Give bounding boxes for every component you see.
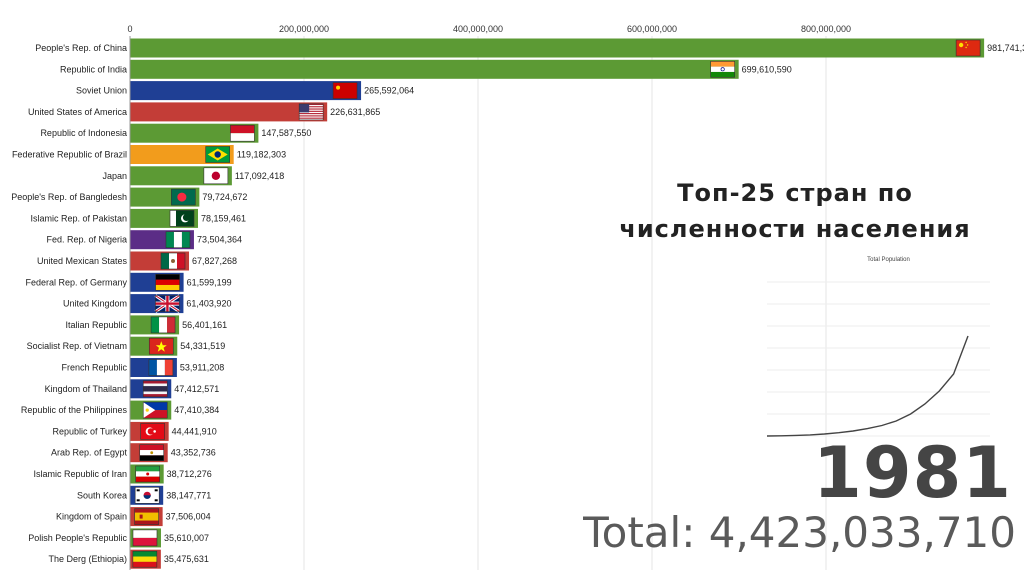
bar (130, 102, 328, 122)
value-label: 44,441,910 (172, 426, 217, 436)
value-label: 61,599,199 (187, 277, 232, 287)
value-label: 53,911,208 (180, 363, 224, 373)
value-label: 54,331,519 (180, 341, 225, 351)
philippines-flag-icon (142, 401, 168, 419)
category-label: The Derg (Ethiopia) (48, 554, 127, 564)
x-tick-label: 200,000,000 (279, 24, 329, 34)
category-label: Republic of Turkey (52, 426, 127, 436)
value-label: 699,610,590 (742, 64, 792, 74)
bar (130, 123, 259, 143)
total-value: 4,423,033,710 (708, 508, 1016, 557)
value-label: 147,587,550 (261, 128, 311, 138)
germany-flag-icon (155, 273, 180, 291)
bangladesh-flag-icon (171, 188, 196, 206)
ethiopia-flag-icon (132, 550, 158, 568)
category-label: Socialist Rep. of Vietnam (27, 341, 127, 351)
category-label: French Republic (61, 363, 127, 373)
x-tick-label: 400,000,000 (453, 24, 503, 34)
bar (130, 81, 362, 101)
total-population-label: Total: 4,423,033,710 (583, 508, 1016, 557)
category-label: Islamic Republic of Iran (33, 469, 127, 479)
china-flag-icon (955, 39, 981, 57)
year-label: 1981 (813, 432, 1012, 514)
value-label: 78,159,461 (201, 213, 246, 223)
value-label: 35,475,631 (164, 554, 209, 564)
ussr-flag-icon (332, 82, 358, 99)
x-tick-label: 0 (127, 24, 132, 34)
japan-flag-icon (203, 167, 229, 185)
indonesia-flag-icon (230, 124, 255, 142)
value-label: 265,592,064 (364, 86, 414, 96)
category-label: United States of America (28, 107, 127, 117)
thailand-flag-icon (142, 380, 168, 398)
value-label: 43,352,736 (171, 448, 216, 458)
vietnam-flag-icon (148, 337, 174, 355)
poland-flag-icon (132, 529, 158, 547)
category-label: Republic of India (60, 64, 127, 74)
iran-flag-icon (135, 465, 160, 483)
x-tick-label: 800,000,000 (801, 24, 851, 34)
category-label: Islamic Rep. of Pakistan (30, 213, 127, 223)
value-label: 37,506,004 (166, 512, 211, 522)
category-label: Japan (102, 171, 127, 181)
bar (130, 38, 985, 58)
bar (130, 59, 739, 79)
value-label: 47,412,571 (174, 384, 219, 394)
usa-flag-icon (298, 103, 324, 121)
value-label: 79,724,672 (202, 192, 247, 202)
category-label: Italian Republic (65, 320, 127, 330)
spain-flag-icon (134, 508, 159, 525)
value-label: 226,631,865 (330, 107, 380, 117)
value-label: 73,504,364 (197, 235, 242, 245)
category-label: Kingdom of Spain (56, 512, 127, 522)
value-label: 117,092,418 (235, 171, 284, 181)
category-label: United Kingdom (63, 299, 127, 309)
value-label: 38,147,771 (166, 490, 211, 500)
category-label: South Korea (77, 490, 127, 500)
value-label: 47,410,384 (174, 405, 219, 415)
southkorea-flag-icon (134, 486, 160, 504)
mexico-flag-icon (160, 252, 186, 270)
nigeria-flag-icon (165, 231, 191, 248)
value-label: 35,610,007 (164, 533, 209, 543)
category-label: Polish People's Republic (28, 533, 127, 543)
headline-line-2: численности населения (619, 215, 971, 243)
india-flag-icon (710, 60, 735, 78)
category-label: Federal Rep. of Germany (25, 277, 127, 287)
value-label: 38,712,276 (167, 469, 212, 479)
value-label: 67,827,268 (192, 256, 237, 266)
category-label: Republic of Indonesia (40, 128, 127, 138)
category-label: United Mexican States (37, 256, 128, 266)
pakistan-flag-icon (169, 210, 195, 227)
category-label: Fed. Rep. of Nigeria (46, 235, 127, 245)
category-label: People's Rep. of China (35, 43, 127, 53)
total-label: Total: (583, 508, 696, 557)
x-tick-label: 600,000,000 (627, 24, 677, 34)
value-label: 119,182,303 (237, 150, 286, 160)
value-label: 981,741,354 (987, 43, 1024, 53)
category-label: People's Rep. of Bangledesh (11, 192, 127, 202)
category-label: Republic of the Philippines (21, 405, 128, 415)
value-label: 61,403,920 (186, 299, 231, 309)
egypt-flag-icon (139, 444, 165, 462)
category-label: Kingdom of Thailand (45, 384, 127, 394)
brazil-flag-icon (205, 146, 230, 163)
uk-flag-icon (154, 294, 181, 313)
category-label: Arab Rep. of Egypt (51, 448, 128, 458)
headline-line-1: Топ-25 стран по (677, 179, 913, 207)
category-label: Soviet Union (76, 86, 127, 96)
value-label: 56,401,161 (182, 320, 227, 330)
turkey-flag-icon (140, 423, 165, 440)
france-flag-icon (148, 359, 174, 376)
italy-flag-icon (150, 316, 176, 334)
category-label: Federative Republic of Brazil (12, 150, 127, 160)
